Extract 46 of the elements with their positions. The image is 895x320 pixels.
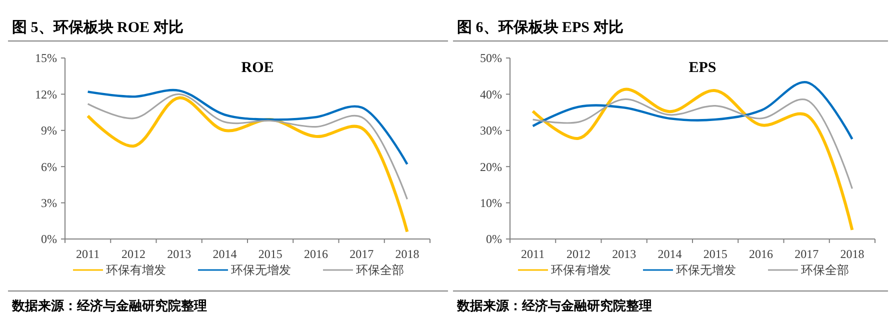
y-tick-label: 40%	[480, 87, 502, 102]
chart-subtitle: ROE	[241, 60, 274, 76]
x-tick-label: 2012	[566, 247, 590, 261]
y-tick-label: 10%	[480, 196, 502, 210]
y-tick-label: 12%	[35, 87, 57, 102]
legend-label: 环保无增发	[231, 263, 291, 278]
chart-title: 图 5、环保板块 ROE 对比	[12, 19, 184, 36]
y-tick-label: 20%	[480, 160, 502, 174]
y-tick-label: 50%	[480, 51, 502, 66]
x-tick-label: 2014	[212, 247, 237, 261]
x-tick-label: 2018	[840, 247, 864, 261]
line-series	[86, 96, 409, 234]
x-tick-label: 2017	[350, 247, 374, 261]
line-series	[532, 98, 853, 190]
line-series	[531, 88, 854, 232]
x-tick-label: 2011	[521, 247, 545, 261]
y-tick-label: 0%	[41, 232, 57, 246]
x-tick-label: 2017	[794, 247, 819, 261]
x-tick-label: 2012	[121, 247, 146, 261]
legend-label: 环保无增发	[676, 263, 736, 278]
chart-title: 图 6、环保板块 EPS 对比	[457, 19, 624, 36]
line-series	[532, 81, 854, 140]
y-tick-label: 3%	[41, 196, 57, 210]
source-note: 数据来源：经济与金融研究院整理	[456, 298, 652, 313]
x-tick-label: 2018	[395, 247, 420, 261]
line-series	[87, 93, 408, 200]
x-tick-label: 2013	[167, 247, 192, 261]
x-tick-label: 2011	[76, 247, 100, 261]
legend-label: 环保有增发	[106, 263, 166, 278]
y-tick-label: 6%	[41, 160, 57, 174]
y-tick-label: 30%	[480, 124, 502, 138]
legend-label: 环保全部	[801, 263, 849, 278]
legend-label: 环保全部	[356, 263, 404, 278]
x-tick-label: 2014	[658, 247, 682, 261]
x-tick-label: 2015	[258, 247, 282, 261]
x-tick-label: 2016	[304, 247, 328, 261]
chart-subtitle: EPS	[688, 60, 716, 76]
x-tick-label: 2015	[703, 247, 728, 261]
legend-label: 环保有增发	[551, 263, 611, 278]
line-series	[86, 88, 408, 166]
source-note: 数据来源：经济与金融研究院整理	[11, 298, 207, 313]
x-tick-label: 2016	[748, 247, 773, 261]
y-tick-label: 15%	[35, 51, 57, 66]
x-tick-label: 2013	[612, 247, 636, 261]
y-tick-label: 9%	[41, 124, 57, 138]
y-tick-label: 0%	[486, 232, 502, 246]
